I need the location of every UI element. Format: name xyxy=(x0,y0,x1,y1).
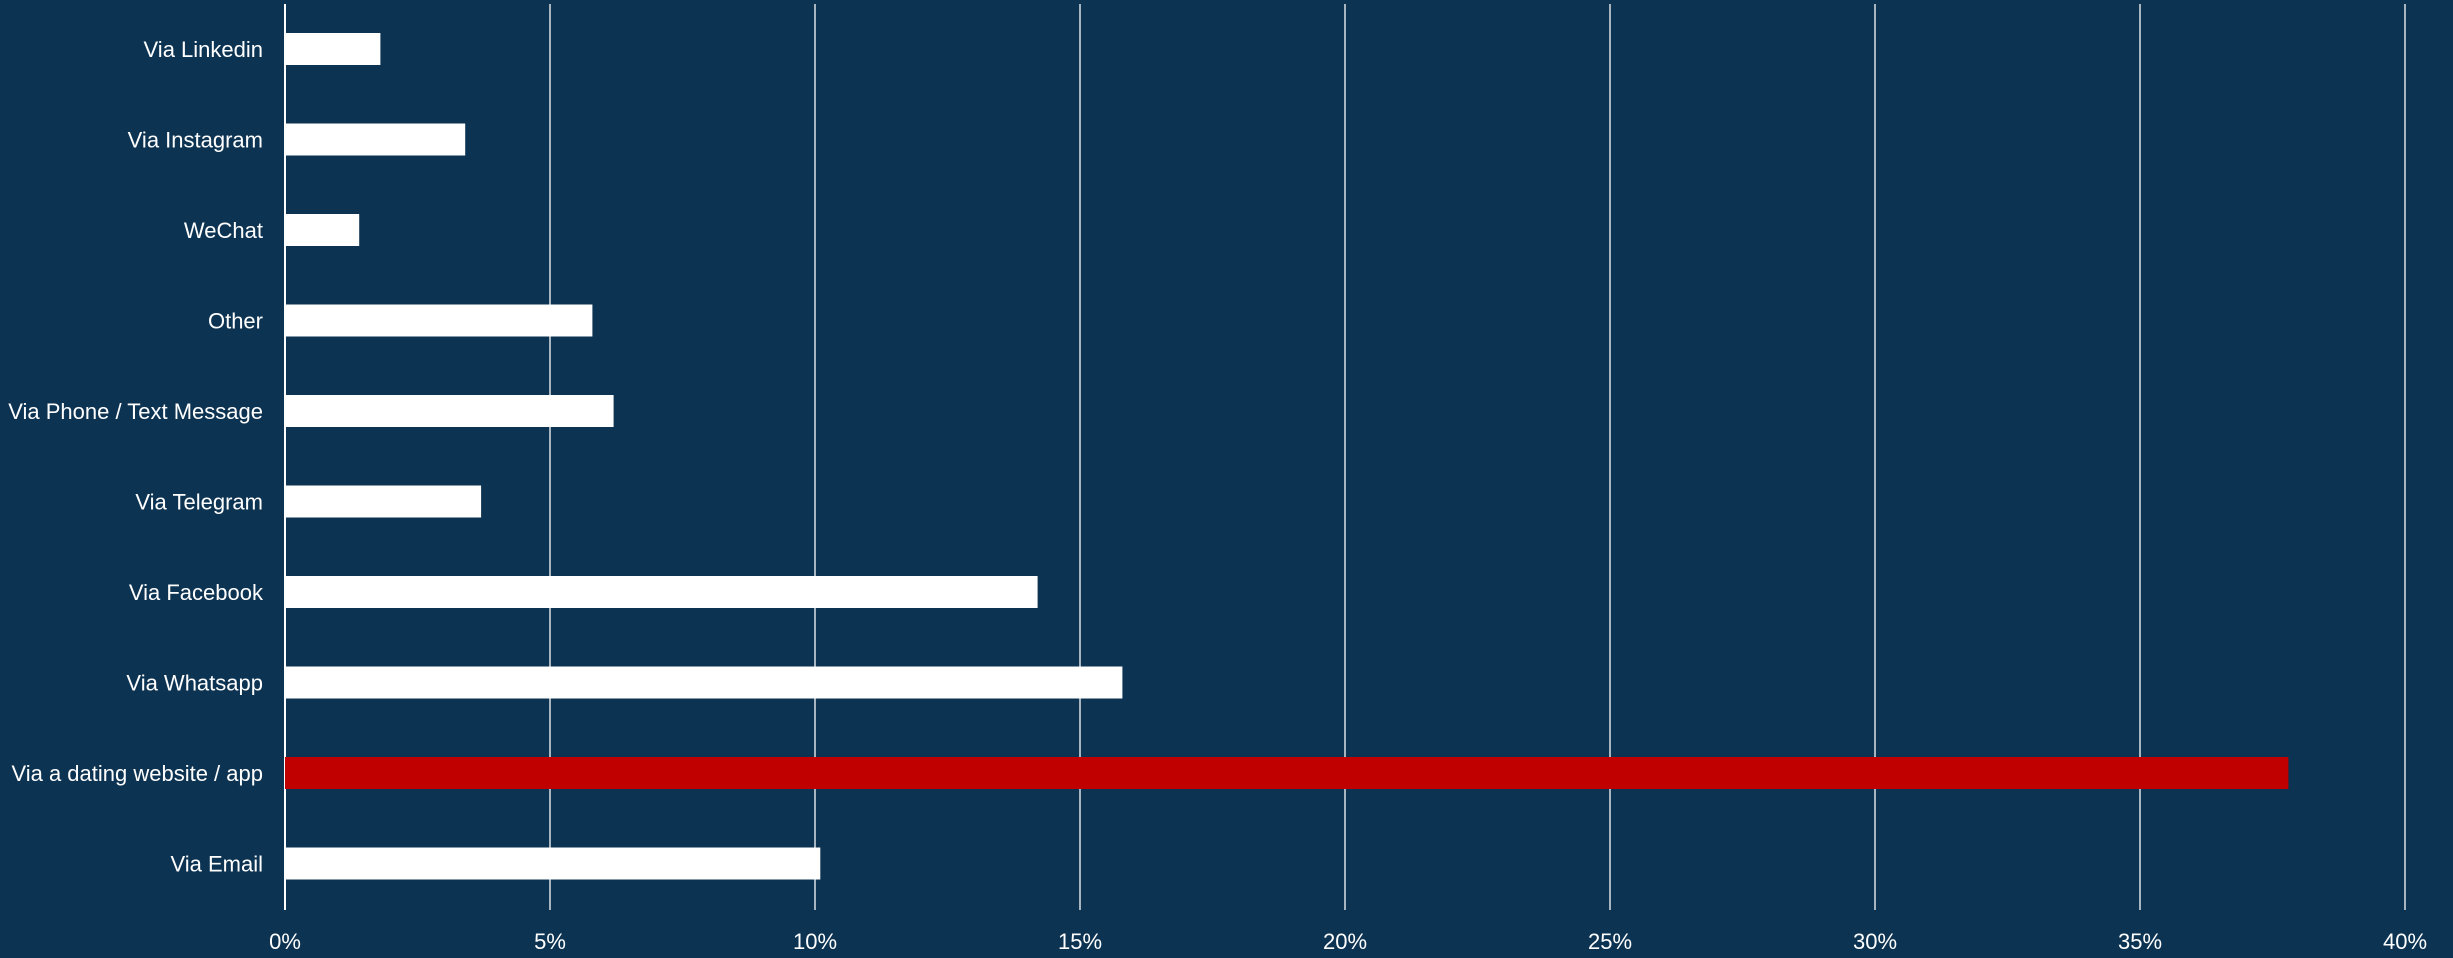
x-tick-label-40: 40% xyxy=(2383,929,2427,953)
bar-via-instagram xyxy=(285,123,466,156)
category-label-via-linkedin: Via Linkedin xyxy=(144,37,263,62)
category-label-via-phone-text-message: Via Phone / Text Message xyxy=(8,399,263,424)
x-tick-label-0: 0% xyxy=(269,929,301,953)
x-tick-label-10: 10% xyxy=(793,929,837,953)
x-tick-label-30: 30% xyxy=(1853,929,1897,953)
bar-via-telegram xyxy=(285,485,482,518)
bar-via-linkedin xyxy=(285,33,381,65)
category-labels: Via Linkedin Via Instagram WeChat Other Via … xyxy=(8,37,264,877)
category-label-wechat: WeChat xyxy=(184,218,263,243)
category-label-via-telegram: Via Telegram xyxy=(135,490,263,515)
category-label-via-email: Via Email xyxy=(170,852,263,877)
x-tick-label-35: 35% xyxy=(2118,929,2162,953)
bar-other xyxy=(285,304,593,337)
x-tick-label-25: 25% xyxy=(1588,929,1632,953)
x-tick-labels: 0% 5% 10% 15% 20% 25% 30% 35% 40% xyxy=(269,929,2427,954)
bar-via-facebook xyxy=(285,576,1038,608)
category-label-via-whatsapp: Via Whatsapp xyxy=(126,671,263,696)
bar-via-whatsapp xyxy=(285,666,1123,699)
bar-via-a-dating-website-app xyxy=(285,757,2289,789)
bar-via-email xyxy=(285,847,821,880)
category-label-other: Other xyxy=(208,309,263,334)
x-tick-label-5: 5% xyxy=(534,929,566,953)
bar-via-phone-text-message xyxy=(285,395,614,427)
bars xyxy=(285,33,2289,880)
category-label-via-a-dating-website-app: Via a dating website / app xyxy=(11,761,263,786)
bar-wechat xyxy=(285,214,360,246)
category-label-via-facebook: Via Facebook xyxy=(129,580,264,605)
category-label-via-instagram: Via Instagram xyxy=(128,128,263,153)
x-tick-label-15: 15% xyxy=(1058,929,1102,953)
x-tick-label-20: 20% xyxy=(1323,929,1367,953)
